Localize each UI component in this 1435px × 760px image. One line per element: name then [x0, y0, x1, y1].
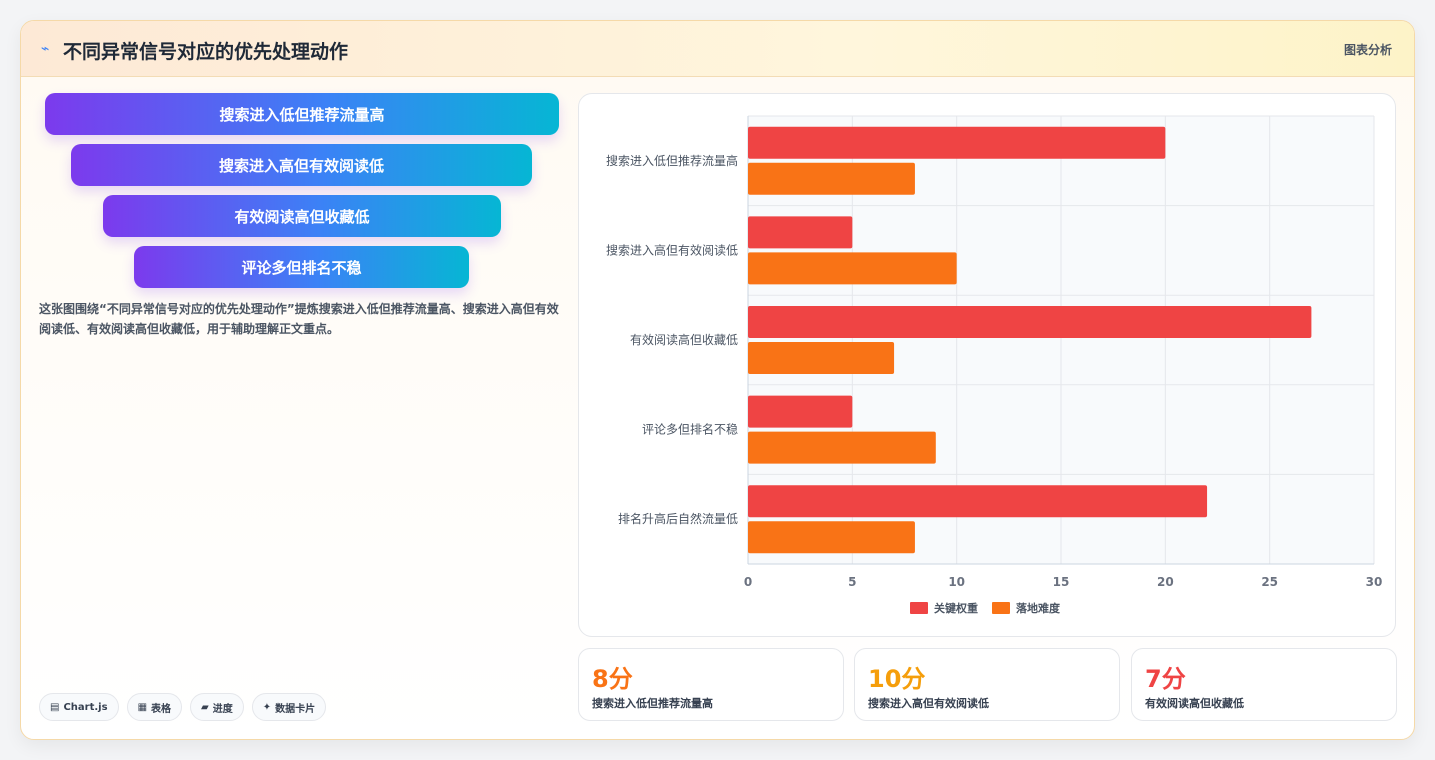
y-category-label: 评论多但排名不稳 [642, 422, 738, 437]
bar-difficulty [748, 431, 936, 464]
legend-swatch [910, 602, 928, 614]
bar-key-weight [748, 306, 1312, 338]
x-tick-label: 15 [1053, 575, 1070, 589]
chart-analysis-tag: 图表分析 [1343, 43, 1392, 57]
sparkle-icon: ✦ [262, 701, 272, 713]
stat-label: 搜索进入高但有效阅读低 [868, 697, 989, 710]
feature-pills: ▤ Chart.js ▦ 表格 ▰ 进度 ✦ 数据卡片 [39, 693, 327, 721]
stat-value: 10分 [868, 665, 926, 693]
y-category-label: 搜索进入高但有效阅读低 [606, 242, 738, 257]
stat-value: 7分 [1145, 665, 1186, 693]
x-tick-label: 10 [948, 575, 965, 589]
funnel-step-label: 搜索进入低但推荐流量高 [219, 105, 385, 124]
legend-label: 落地难度 [1016, 601, 1061, 615]
pill-label: Chart.js [63, 701, 108, 713]
x-tick-label: 5 [848, 575, 856, 589]
stat-card-2: 10分 搜索进入高但有效阅读低 [854, 648, 1120, 721]
table-icon: ▦ [137, 701, 148, 713]
main-card: ⌁ 不同异常信号对应的优先处理动作 图表分析 搜索进入低但推荐流量高 搜索进入高… [20, 20, 1415, 740]
funnel-step-3: 有效阅读高但收藏低 [103, 195, 501, 237]
card-header: ⌁ 不同异常信号对应的优先处理动作 图表分析 [21, 21, 1414, 77]
stat-label: 搜索进入低但推荐流量高 [592, 697, 713, 710]
bar-key-weight [748, 395, 853, 428]
stat-card-1: 8分 搜索进入低但推荐流量高 [578, 648, 844, 721]
pill-label: 进度 [212, 703, 233, 715]
x-tick-label: 30 [1366, 575, 1383, 589]
pill-data-card[interactable]: ✦ 数据卡片 [251, 693, 327, 721]
stat-label: 有效阅读高但收藏低 [1145, 697, 1244, 710]
legend-swatch [992, 602, 1010, 614]
chart-panel: 0 5 10 15 20 25 30 搜索进入低但推荐流量高 搜索进入高但有效阅读低有效阅读高但… [578, 93, 1396, 637]
y-category-label: 排名升高后自然流量低 [618, 511, 738, 526]
bar-key-weight [748, 485, 1208, 518]
funnel-step-label: 搜索进入高但有效阅读低 [218, 156, 384, 175]
stat-card-3: 7分 有效阅读高但收藏低 [1131, 648, 1397, 721]
y-category-label: 搜索进入低但推荐流量高 [606, 153, 738, 168]
pill-label: 表格 [151, 703, 172, 715]
funnel-step-label: 有效阅读高但收藏低 [234, 207, 370, 226]
funnel-step-2: 搜索进入高但有效阅读低 [71, 144, 532, 186]
page-title: 不同异常信号对应的优先处理动作 [63, 41, 349, 63]
pill-progress[interactable]: ▰ 进度 [190, 693, 244, 721]
chart-icon: ▤ [50, 701, 60, 713]
x-tick-label: 20 [1157, 575, 1174, 589]
bar-chart: 0 5 10 15 20 25 30 搜索进入低但推荐流量高搜索进入高但有效阅读低有效阅读高但… [606, 115, 1383, 615]
x-tick-label: 25 [1261, 575, 1278, 589]
bar-key-weight [748, 126, 1166, 159]
pill-table[interactable]: ▦ 表格 [126, 693, 183, 721]
chart-icon: ⌁ [41, 41, 50, 57]
pill-chartjs[interactable]: ▤ Chart.js [39, 693, 119, 721]
progress-icon: ▰ [201, 701, 209, 713]
funnel-step-label: 评论多但排名不稳 [241, 258, 362, 277]
y-category-label: 有效阅读高但收藏低 [630, 332, 738, 347]
bar-difficulty [748, 162, 915, 195]
funnel-step-1: 搜索进入低但推荐流量高 [45, 93, 559, 135]
bar-difficulty [748, 342, 895, 374]
bar-difficulty [748, 521, 915, 554]
x-tick-label: 0 [744, 575, 752, 589]
bar-key-weight [748, 216, 853, 249]
funnel-step-4: 评论多但排名不稳 [134, 246, 469, 288]
bar-difficulty [748, 252, 957, 285]
chart-description: 这张图围绕“不同异常信号对应的优先处理动作”提炼搜索进入低但推荐流量高、搜索进入… [39, 302, 559, 336]
pill-label: 数据卡片 [275, 703, 316, 715]
legend-label: 关键权重 [934, 601, 978, 615]
stat-value: 8分 [592, 665, 633, 693]
